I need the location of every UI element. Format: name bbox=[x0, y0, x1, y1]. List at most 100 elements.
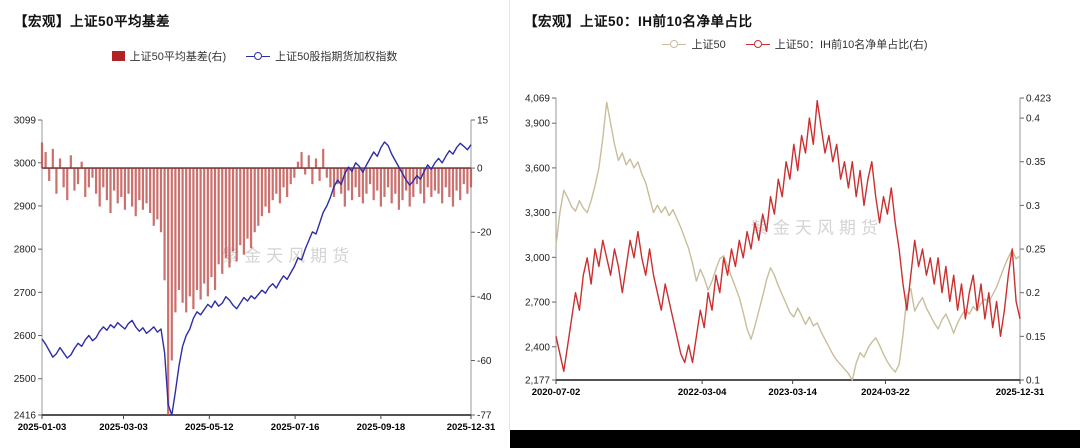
y-axis-right-tick-label: 0.2 bbox=[1026, 288, 1040, 299]
basis-bars bbox=[426, 168, 429, 188]
basis-bars bbox=[459, 168, 462, 201]
y-axis-right-tick-label: 0.4 bbox=[1026, 114, 1040, 125]
basis-bars bbox=[239, 168, 242, 246]
basis-bars bbox=[412, 168, 415, 197]
basis-bars bbox=[386, 168, 390, 188]
basis-bars bbox=[152, 168, 155, 226]
y-axis-right-tick-label: 15 bbox=[477, 116, 489, 127]
basis-bars bbox=[167, 168, 170, 415]
basis-bars bbox=[145, 168, 148, 204]
basis-bars bbox=[307, 155, 310, 169]
basis-bars bbox=[419, 168, 422, 194]
basis-bars bbox=[394, 168, 397, 194]
x-axis-tick-label: 2025-12-31 bbox=[996, 387, 1045, 398]
y-axis-right-tick-label: 0.1 bbox=[1026, 376, 1040, 387]
left-chart-legend: 上证50平均基差(右) 上证50股指期货加权指数 bbox=[0, 48, 509, 64]
basis-bars bbox=[98, 168, 101, 207]
basis-bars bbox=[444, 168, 447, 188]
basis-bars bbox=[73, 168, 76, 191]
basis-bars bbox=[123, 168, 127, 210]
y-axis-left-tick-label: 2416 bbox=[14, 411, 37, 422]
basis-bars bbox=[350, 168, 354, 201]
basis-bars bbox=[235, 168, 238, 262]
y-axis-left-tick-label: 3,900 bbox=[525, 119, 550, 130]
basis-bars bbox=[134, 168, 137, 217]
right-chart-legend: 上证50 上证50：IH前10名净单占比(右) bbox=[510, 36, 1080, 52]
basis-bars bbox=[462, 168, 465, 185]
basis-bars bbox=[354, 168, 357, 188]
basis-bars bbox=[80, 161, 83, 169]
sse50-line bbox=[555, 101, 1021, 381]
right-chart-title: 【宏观】上证50：IH前10名净单占比 bbox=[524, 14, 753, 29]
basis-bars bbox=[448, 168, 451, 197]
basis-bars bbox=[109, 168, 112, 213]
basis-bars bbox=[408, 168, 411, 207]
x-axis-tick-label: 2025-09-18 bbox=[357, 422, 406, 433]
basis-bars bbox=[347, 168, 350, 191]
basis-bars bbox=[44, 152, 47, 169]
basis-bars bbox=[437, 168, 440, 194]
basis-bars bbox=[372, 168, 375, 201]
basis-bars bbox=[253, 168, 256, 233]
basis-bars bbox=[379, 168, 382, 207]
basis-bars bbox=[390, 168, 393, 204]
basis-bars bbox=[48, 168, 51, 181]
basis-bars bbox=[322, 148, 325, 169]
y-axis-right-tick-label: -40 bbox=[477, 292, 492, 303]
legend-item-net-ratio: 上证50：IH前10名净单占比(右) bbox=[745, 36, 928, 52]
basis-bars bbox=[138, 168, 141, 201]
basis-bars bbox=[76, 168, 80, 185]
basis-bars bbox=[376, 168, 379, 191]
right-chart-canvas: 4,069 3,900 3,600 3,300 3,000 2,700 2,400 2,177… bbox=[525, 94, 1051, 399]
y-axis-right-tick-label: 0.423 bbox=[1026, 94, 1051, 105]
y-axis-left-tick-label: 3,000 bbox=[525, 253, 550, 264]
y-axis-left-tick-label: 2600 bbox=[14, 331, 37, 342]
basis-bars bbox=[116, 168, 119, 204]
y-axis-left-tick-label: 3099 bbox=[14, 116, 37, 127]
y-axis-right-tick-label: 0.25 bbox=[1026, 245, 1046, 256]
basis-bars bbox=[278, 168, 282, 204]
basis-bars bbox=[210, 168, 213, 278]
basis-bars bbox=[112, 168, 116, 191]
basis-bars bbox=[296, 161, 300, 169]
basis-bars bbox=[120, 168, 123, 197]
basis-bars bbox=[343, 168, 346, 207]
index-line-swatch-icon bbox=[246, 52, 271, 60]
basis-bars bbox=[340, 168, 343, 194]
basis-bars bbox=[127, 168, 130, 194]
basis-bars bbox=[87, 168, 90, 188]
left-chart-canvas: 3099 3000 2900 2800 2700 2600 2500 2416 15 0 -20 -4… bbox=[14, 116, 496, 434]
basis-bars bbox=[188, 168, 191, 297]
basis-bars bbox=[368, 168, 372, 185]
y-axis-right-tick-label: 0 bbox=[477, 164, 483, 175]
basis-bars bbox=[131, 168, 134, 207]
basis-bars bbox=[361, 168, 364, 204]
sse50-line-swatch-icon bbox=[662, 40, 687, 48]
y-axis-right-tick-label: -77 bbox=[477, 411, 492, 422]
basis-bars bbox=[325, 168, 328, 178]
basis-bars bbox=[203, 168, 206, 284]
y-axis-left-tick-label: 3,600 bbox=[525, 163, 550, 174]
y-axis-left-tick-label: 2500 bbox=[14, 374, 37, 385]
y-axis-left-tick-label: 2900 bbox=[14, 201, 37, 212]
basis-bars bbox=[185, 168, 188, 313]
y-axis-left-tick-label: 2,700 bbox=[525, 298, 550, 309]
basis-bar-swatch-icon bbox=[111, 51, 125, 61]
basis-bars bbox=[397, 168, 401, 210]
basis-bars bbox=[430, 168, 433, 197]
basis-bars bbox=[365, 168, 368, 194]
basis-bars bbox=[275, 168, 278, 194]
basis-bars bbox=[469, 168, 473, 188]
basis-bars bbox=[181, 168, 184, 303]
basis-bars bbox=[257, 168, 260, 226]
basis-bars bbox=[62, 168, 65, 188]
legend-item-sse50: 上证50 bbox=[662, 36, 726, 52]
y-axis-right-tick-label: -20 bbox=[477, 228, 492, 239]
basis-bars bbox=[383, 168, 386, 197]
basis-bars bbox=[163, 168, 166, 281]
basis-bars bbox=[40, 142, 44, 169]
basis-bars bbox=[433, 168, 437, 191]
basis-bars bbox=[286, 168, 289, 197]
legend-label-index: 上证50股指期货加权指数 bbox=[275, 51, 398, 63]
y-axis-right-tick-label: 0.35 bbox=[1026, 157, 1046, 168]
